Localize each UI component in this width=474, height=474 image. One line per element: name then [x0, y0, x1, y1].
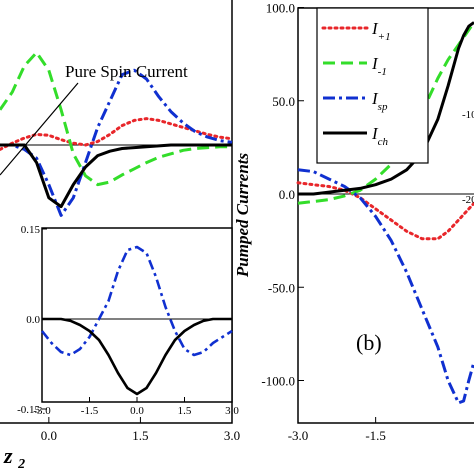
left-x-tick-label: 0.0	[41, 428, 57, 443]
legend-label-main: I	[371, 124, 379, 143]
inset-tick-labels: -3.0 -1.5 0.0 1.5 3.0 0.15 0.0 -0.15	[17, 224, 239, 417]
left-panel: 0.0 1.5 3.0 Pure Spin Current z 2	[0, 0, 240, 472]
left-x-tick-label: 3.0	[224, 428, 240, 443]
legend-box	[316, 7, 429, 164]
annotation-text: Pure Spin Current	[65, 62, 188, 81]
legend-label-sub: +1	[378, 31, 391, 43]
inset-x-tick-label: -1.5	[81, 405, 99, 417]
left-series-Ich	[0, 143, 232, 209]
inset-y-tick-label: -0.15	[17, 404, 40, 416]
right-tick-labels: -3.0 -1.5 100.0 50.0 0.0 -50.0 -100.0	[261, 1, 386, 444]
right-y-tick-label: -100.0	[261, 374, 295, 389]
inset-frame-bg	[42, 228, 232, 402]
legend-label-Isp: Isp	[371, 89, 388, 113]
right-y-tick-label: -50.0	[268, 280, 295, 295]
right-y-tick-label: 50.0	[272, 94, 295, 109]
left-series-group	[0, 51, 234, 217]
inset-y-tick-label: 0.0	[26, 314, 40, 326]
right-series-Isp	[297, 168, 474, 405]
legend-label-Ich: Ich	[371, 124, 389, 148]
inset-series-Isp	[40, 245, 233, 357]
inset-x-tick-label: -3.0	[33, 405, 51, 417]
legend-label-Iplus1: I+1	[371, 19, 391, 43]
panel-label-b: (b)	[356, 330, 382, 355]
legend-label-sub: -1	[378, 66, 387, 78]
inset-y-tick-label: 0.15	[21, 224, 41, 236]
inset-x-tick-label: 1.5	[178, 405, 192, 417]
legend-label-main: I	[371, 19, 379, 38]
left-x-tick-labels: 0.0 1.5 3.0	[41, 417, 240, 443]
right-series-Iplus1	[296, 181, 474, 241]
right-edge-label-1: -10	[462, 109, 474, 121]
inset-series-group	[40, 245, 233, 396]
left-series-Isp	[0, 68, 233, 217]
right-series-Ich	[298, 21, 474, 196]
right-y-tick-label: 100.0	[266, 1, 295, 16]
legend-label-Iminus1: I-1	[371, 54, 387, 78]
inset-panel: -3.0 -1.5 0.0 1.5 3.0 0.15 0.0 -0.15	[17, 224, 239, 417]
left-x-tick-label: 1.5	[132, 428, 148, 443]
legend-label-main: I	[371, 89, 379, 108]
inset-series-Ich	[42, 317, 232, 396]
legend-label-sub: sp	[378, 101, 388, 113]
right-edge-label-2: -20	[462, 194, 474, 206]
left-series-Iminus1	[0, 51, 232, 187]
right-y-axis-label: Pumped Currents	[233, 153, 252, 279]
inset-x-tick-label: 0.0	[130, 405, 144, 417]
legend-label-sub: ch	[378, 136, 389, 148]
inset-x-tick-label: 3.0	[225, 405, 239, 417]
left-x-axis-label-sub: 2	[17, 457, 25, 472]
right-x-tick-label: -1.5	[365, 428, 386, 443]
annotation-pointer-line	[0, 82, 79, 176]
left-plot-frame	[0, 0, 233, 424]
right-y-tick-label: 0.0	[279, 187, 295, 202]
legend-label-main: I	[371, 54, 379, 73]
left-x-axis-label: z 2	[3, 443, 25, 472]
right-x-tick-label: -3.0	[288, 428, 309, 443]
left-x-axis-label-main: z	[3, 443, 13, 468]
